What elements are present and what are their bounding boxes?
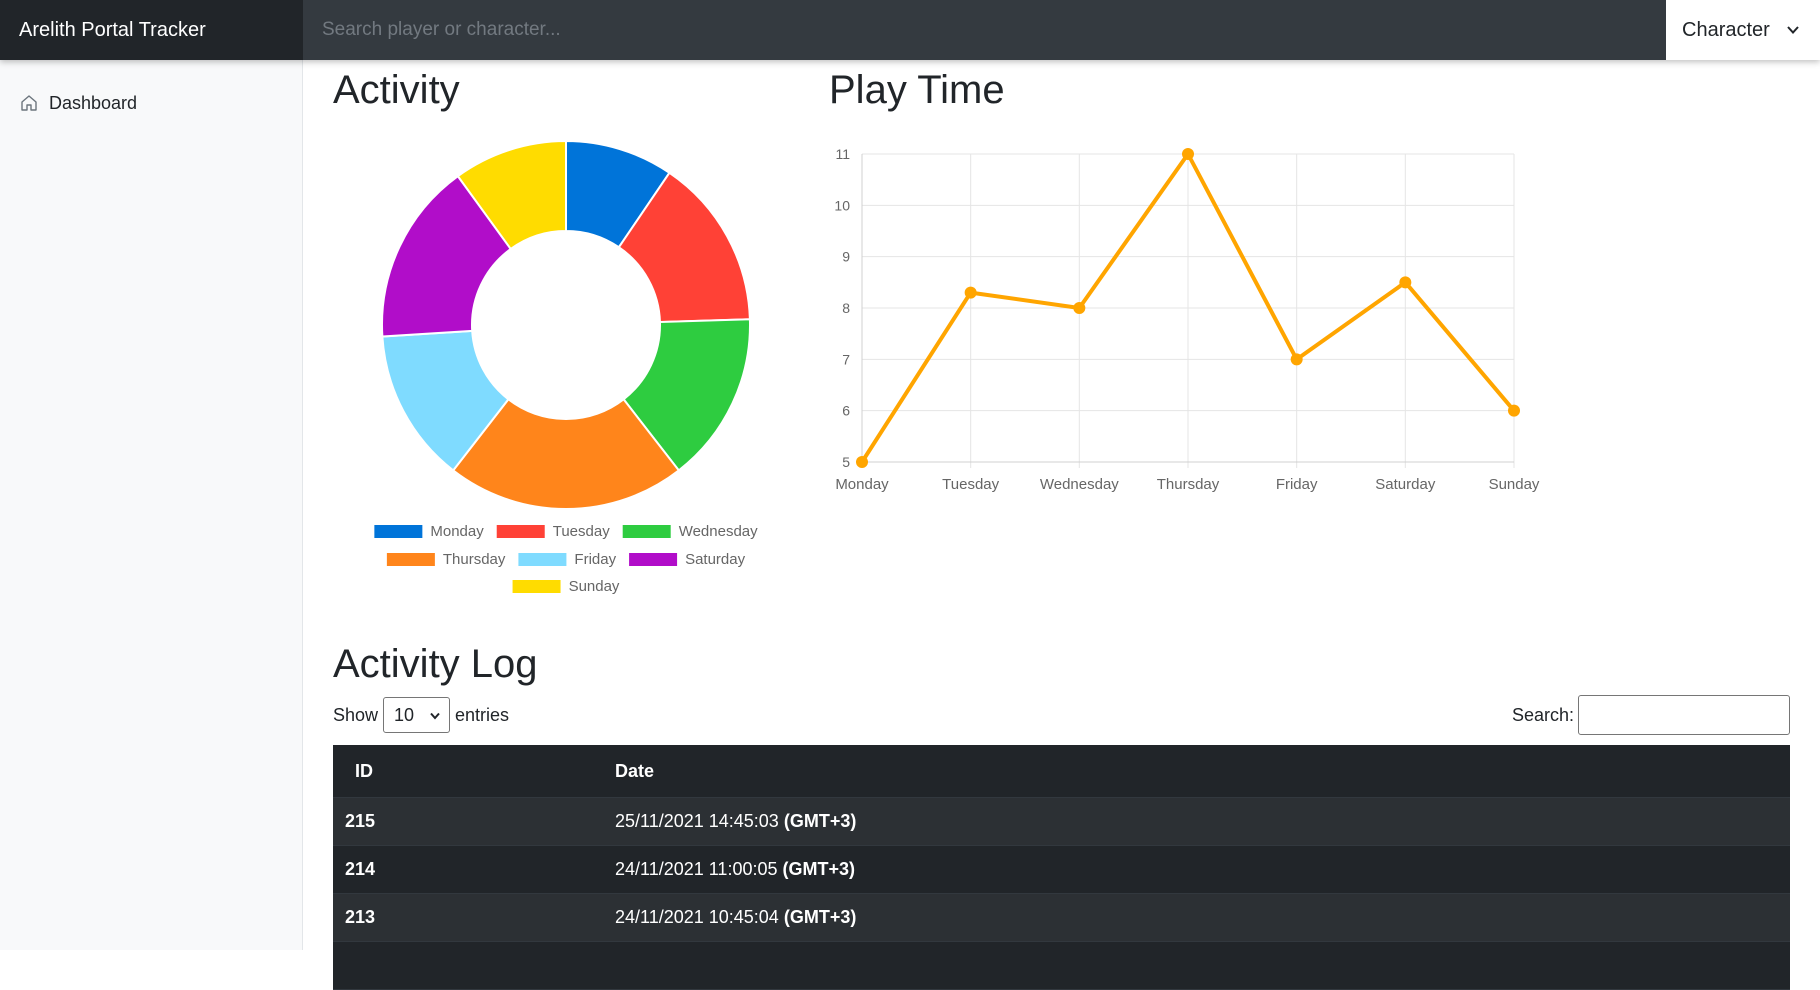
activity-log-heading: Activity Log	[333, 642, 538, 686]
row-date-value: 25/11/2021 14:45:03	[615, 811, 779, 831]
entries-length-control: Show 10 entries	[333, 696, 509, 734]
legend-swatch-wednesday	[622, 525, 671, 538]
row-date: 25/11/2021 14:45:03 (GMT+3)	[615, 797, 1790, 846]
row-date: 24/11/2021 10:45:04 (GMT+3)	[615, 893, 1790, 942]
playtime-point-saturday[interactable]	[1399, 276, 1412, 289]
row-timezone: (GMT+3)	[783, 907, 857, 927]
row-date-value: 24/11/2021 11:00:05	[615, 859, 778, 879]
legend-swatch-saturday	[629, 553, 678, 566]
donut-slice-wednesday[interactable]	[622, 318, 751, 472]
table-search-control: Search:	[1512, 694, 1790, 736]
x-tick-label: Saturday	[1375, 476, 1436, 493]
row-id: 214	[333, 845, 615, 894]
playtime-point-monday[interactable]	[856, 456, 868, 468]
activity-donut-chart: Monday Tuesday Wednesday Thursday Friday Satu…	[340, 130, 800, 610]
legend-label-wednesday[interactable]: Wednesday	[679, 523, 758, 540]
column-header-id[interactable]: ID	[333, 745, 615, 798]
x-tick-label: Monday	[835, 476, 889, 493]
player-search-input[interactable]	[303, 0, 1665, 60]
y-tick-label: 10	[834, 197, 850, 213]
legend-swatch-monday	[374, 525, 423, 538]
legend-label-tuesday[interactable]: Tuesday	[553, 523, 610, 540]
home-icon	[21, 95, 37, 111]
sidebar-item-dashboard[interactable]: Dashboard	[20, 90, 137, 116]
search-label: Search:	[1511, 704, 1574, 725]
donut-slice-thursday[interactable]	[451, 397, 681, 511]
y-tick-label: 9	[842, 249, 850, 265]
y-tick-label: 5	[842, 454, 850, 470]
legend-label-sunday[interactable]: Sunday	[569, 578, 620, 595]
activity-donut-svg: Monday Tuesday Wednesday Thursday Friday Satu…	[374, 139, 758, 595]
legend-label-monday[interactable]: Monday	[430, 523, 484, 540]
playtime-point-tuesday[interactable]	[964, 286, 977, 299]
x-tick-label: Wednesday	[1040, 476, 1119, 493]
table-row[interactable]: 213 24/11/2021 10:45:04 (GMT+3)	[333, 893, 1790, 942]
playtime-heading: Play Time	[829, 68, 1005, 112]
legend-swatch-friday	[518, 553, 567, 566]
x-tick-label: Thursday	[1157, 476, 1220, 493]
row-date-value: 24/11/2021 10:45:04	[615, 907, 779, 927]
row-id	[333, 941, 615, 990]
y-tick-label: 11	[835, 146, 850, 162]
sidebar: Dashboard	[0, 60, 303, 950]
donut-slice-tuesday[interactable]	[617, 171, 751, 324]
legend-swatch-sunday	[512, 580, 561, 593]
y-tick-label: 7	[842, 351, 850, 367]
x-tick-label: Tuesday	[942, 476, 999, 493]
table-row[interactable]: 214 24/11/2021 11:00:05 (GMT+3)	[333, 845, 1790, 894]
row-timezone: (GMT+3)	[782, 859, 856, 879]
row-date	[615, 941, 1790, 990]
legend-swatch-tuesday	[496, 525, 545, 538]
legend-label-thursday[interactable]: Thursday	[443, 551, 506, 568]
character-select[interactable]: Character	[1666, 0, 1820, 60]
playtime-point-sunday[interactable]	[1508, 404, 1520, 417]
donut-slice-saturday[interactable]	[381, 174, 513, 338]
row-id: 213	[333, 893, 615, 942]
y-tick-label: 6	[842, 403, 850, 419]
row-timezone: (GMT+3)	[783, 811, 857, 831]
sidebar-item-label: Dashboard	[49, 92, 138, 113]
top-navbar: Arelith Portal Tracker Character	[0, 0, 1820, 60]
donut-slice-sunday[interactable]	[456, 139, 567, 251]
legend-swatch-thursday	[386, 553, 435, 566]
entries-length-select[interactable]: 10	[383, 697, 451, 733]
chevron-down-icon	[430, 712, 440, 720]
entries-label: entries	[455, 704, 510, 725]
character-select-value: Character	[1682, 19, 1770, 41]
x-tick-label: Friday	[1276, 476, 1318, 493]
activity-log-table: ID Date 215 25/11/2021 14:45:03 (GMT+3) …	[333, 745, 1790, 990]
playtime-line-svg: 5 6 7 8 9 10 11 Monday Tuesday Wednesday Thursday F…	[834, 146, 1540, 493]
row-date: 24/11/2021 11:00:05 (GMT+3)	[615, 845, 1790, 894]
table-search-input[interactable]	[1578, 695, 1790, 735]
activity-heading: Activity	[333, 68, 460, 112]
brand-title[interactable]: Arelith Portal Tracker	[0, 0, 303, 60]
playtime-line-chart: 5 6 7 8 9 10 11 Monday Tuesday Wednesday Thursday F…	[820, 140, 1560, 510]
show-label: Show	[333, 704, 379, 725]
playtime-point-wednesday[interactable]	[1073, 302, 1086, 314]
y-tick-label: 8	[842, 300, 850, 316]
column-header-date[interactable]: Date	[615, 745, 1790, 798]
playtime-point-thursday[interactable]	[1182, 148, 1194, 160]
entries-length-value: 10	[394, 705, 415, 725]
chevron-down-icon	[1787, 26, 1799, 34]
playtime-point-friday[interactable]	[1290, 353, 1303, 366]
table-row[interactable]	[333, 941, 1790, 990]
x-tick-label: Sunday	[1489, 476, 1540, 493]
legend-label-saturday[interactable]: Saturday	[685, 551, 746, 568]
table-row[interactable]: 215 25/11/2021 14:45:03 (GMT+3)	[333, 797, 1790, 846]
row-id: 215	[333, 797, 615, 846]
legend-label-friday[interactable]: Friday	[574, 551, 616, 568]
table-header-row: ID Date	[333, 745, 1790, 798]
